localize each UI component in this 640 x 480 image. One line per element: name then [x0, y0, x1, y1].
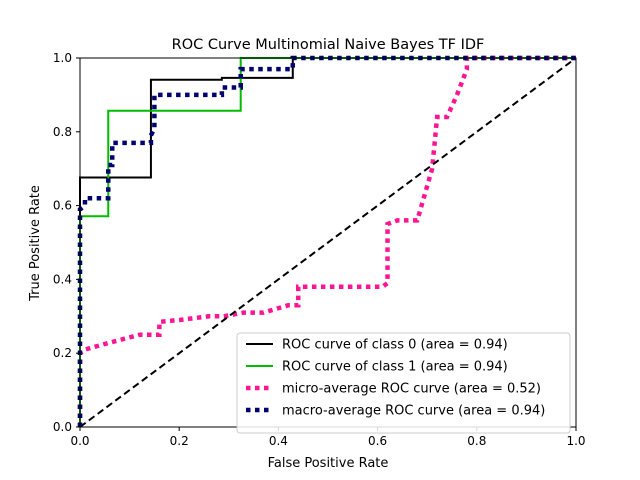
x-tick-label: 0.8	[467, 434, 486, 448]
legend: ROC curve of class 0 (area = 0.94) ROC cu…	[236, 332, 571, 434]
y-tick-label: 1.0	[53, 51, 72, 65]
series-line-4	[77, 55, 576, 427]
y-tick-label: 0.8	[53, 125, 72, 139]
legend-label: ROC curve of class 1 (area = 0.94)	[282, 360, 508, 375]
legend-box	[236, 332, 571, 434]
y-tick-label: 0.2	[53, 346, 72, 360]
series-group	[77, 55, 577, 428]
legend-label: micro-average ROC curve (area = 0.52)	[282, 382, 541, 397]
y-tick-label: 0.4	[53, 272, 72, 286]
y-tick-label: 0.0	[53, 420, 72, 434]
plot-area: 0.0 0.2 0.4 0.6 0.8 1.0 0.0 0.2 0.4 0.6 0.8 1.0	[53, 51, 586, 448]
x-tick-label: 0.6	[368, 434, 387, 448]
y-tick-label: 0.6	[53, 199, 72, 213]
y-axis-label: True Positive Rate	[28, 185, 43, 302]
chance-diagonal-line	[79, 57, 577, 428]
legend-label: ROC curve of class 0 (area = 0.94)	[282, 338, 508, 353]
legend-label: macro-average ROC curve (area = 0.94)	[282, 404, 545, 419]
x-axis-label: False Positive Rate	[268, 456, 389, 471]
x-tick-label: 1.0	[566, 434, 585, 448]
x-tick-label: 0.2	[170, 434, 189, 448]
chart-title: ROC Curve Multinomial Naive Bayes TF IDF	[172, 37, 485, 53]
series-line-2	[79, 57, 576, 427]
series-line-3	[77, 55, 576, 427]
x-tick-label: 0.4	[269, 434, 288, 448]
x-tick-label: 0.0	[70, 434, 89, 448]
